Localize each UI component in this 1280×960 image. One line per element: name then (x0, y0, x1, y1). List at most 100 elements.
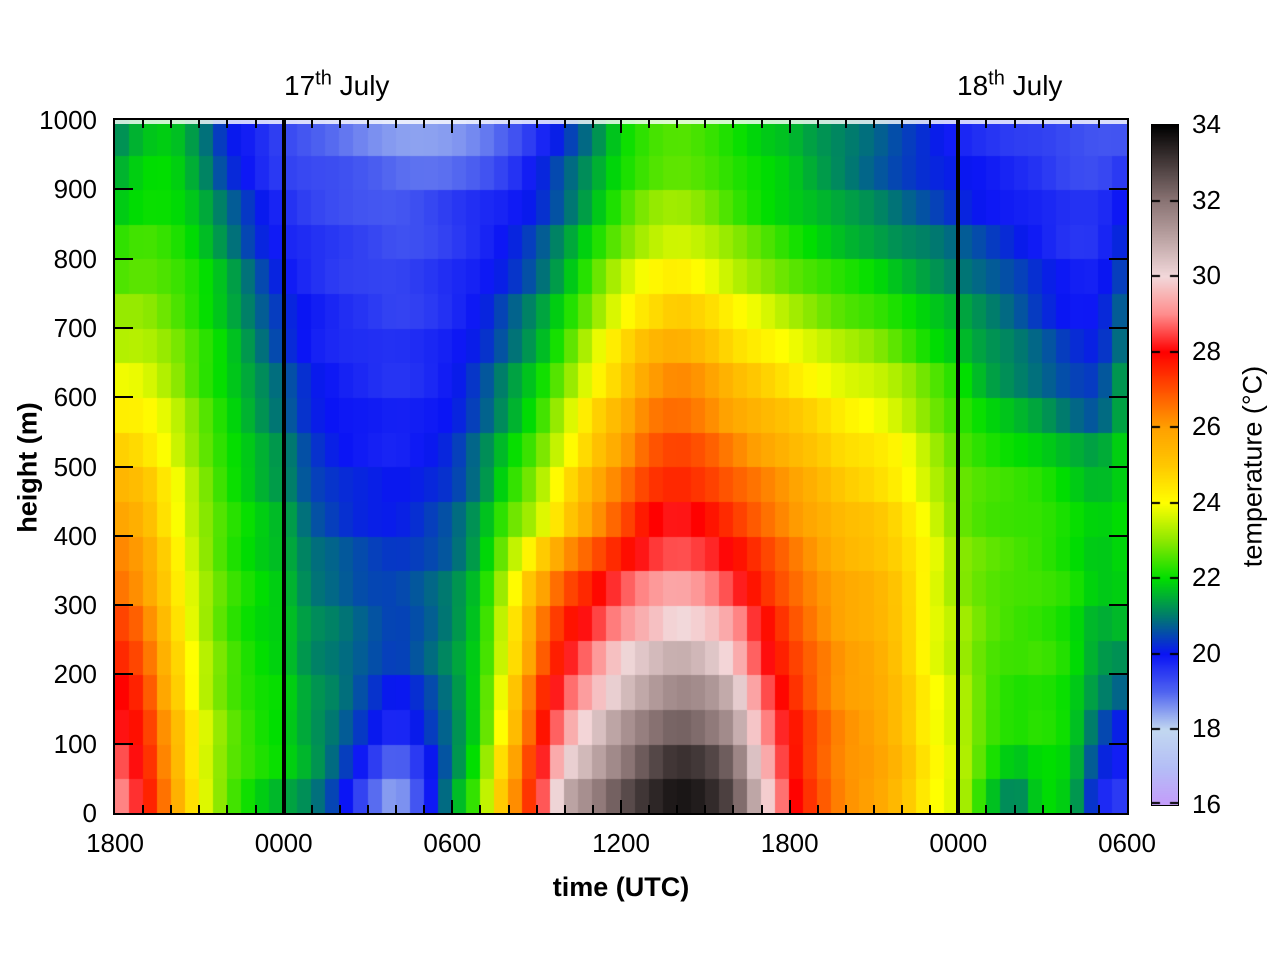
tick-mark (929, 805, 932, 813)
tick-mark (901, 120, 904, 128)
y-tick-label: 600 (53, 382, 97, 413)
day1-month: July (331, 70, 390, 101)
tick-mark (282, 800, 285, 813)
tick-mark (507, 120, 510, 128)
day2-number: 18 (957, 70, 989, 101)
day2-month: July (1004, 70, 1063, 101)
day2-annotation: 18th July (957, 67, 1063, 102)
y-tick-label: 500 (53, 451, 97, 482)
y-tick-label: 0 (82, 798, 97, 828)
tick-mark (676, 120, 679, 128)
x-axis-title: time (UTC) (552, 872, 690, 902)
tick-mark (142, 805, 145, 813)
y-tick-label: 100 (53, 728, 97, 759)
tick-mark (198, 805, 201, 813)
tick-mark (1109, 326, 1127, 329)
tick-mark (563, 120, 566, 128)
tick-mark (115, 465, 133, 468)
tick-mark (1041, 805, 1044, 813)
day1-ordinal: th (315, 67, 332, 90)
tick-mark (338, 120, 341, 128)
tick-mark (115, 326, 133, 329)
tick-mark (115, 604, 133, 607)
y-axis-title: height (m) (12, 402, 43, 533)
tick-mark (676, 805, 679, 813)
tick-mark (507, 805, 510, 813)
midnight-line-17july (281, 120, 286, 813)
tick-mark (254, 120, 257, 128)
tick-mark (1041, 120, 1044, 128)
x-tick-label: 1200 (592, 828, 650, 858)
tick-mark (535, 805, 538, 813)
tick-mark (115, 673, 133, 676)
heatmap-canvas (115, 120, 1127, 813)
tick-mark (1069, 805, 1072, 813)
tick-mark (760, 805, 763, 813)
colorbar-tick-label: 24 (1192, 486, 1221, 517)
tick-mark (310, 805, 313, 813)
colorbar-tick-label: 20 (1192, 637, 1221, 668)
tick-mark (1109, 742, 1127, 745)
tick-mark (591, 805, 594, 813)
tick-mark (620, 120, 622, 133)
tick-mark (873, 120, 875, 128)
tick-mark (760, 120, 763, 128)
tick-mark (985, 120, 988, 128)
colorbar-tick-label: 32 (1192, 184, 1221, 215)
colorbar (1151, 124, 1179, 806)
tick-mark (479, 120, 482, 128)
y-tick-label: 800 (53, 243, 97, 274)
tick-mark (338, 805, 341, 813)
tick-mark (226, 805, 229, 813)
day2-ordinal: th (988, 67, 1005, 90)
tick-mark (957, 800, 960, 813)
x-tick-label: 0000 (929, 828, 988, 858)
tick-mark (170, 805, 173, 813)
tick-mark (115, 534, 133, 537)
tick-mark (1109, 257, 1127, 260)
tick-mark (367, 805, 369, 813)
colorbar-tick-label: 22 (1192, 562, 1221, 593)
tick-mark (957, 120, 960, 133)
y-tick-label: 400 (53, 520, 97, 551)
tick-mark (1109, 188, 1127, 191)
tick-mark (788, 120, 791, 133)
y-tick-label: 900 (53, 174, 97, 205)
x-tick-label: 0600 (1098, 828, 1156, 858)
tick-mark (479, 805, 482, 813)
y-tick-label: 1000 (39, 105, 97, 135)
tick-mark (873, 805, 875, 813)
y-tick-label: 300 (53, 590, 97, 621)
tick-mark (844, 805, 847, 813)
tick-mark (563, 805, 566, 813)
tick-mark (816, 120, 819, 128)
tick-mark (451, 800, 454, 813)
tick-mark (591, 120, 594, 128)
colorbar-title: temperature (°C) (1237, 365, 1268, 568)
heatmap-plot-area (113, 118, 1129, 815)
tick-mark (1109, 534, 1127, 537)
tick-mark (170, 120, 173, 128)
tick-mark (198, 120, 201, 128)
colorbar-tick-label: 26 (1192, 411, 1221, 442)
tick-mark (1109, 604, 1127, 607)
colorbar-tick-label: 30 (1192, 260, 1221, 291)
tick-mark (648, 120, 651, 128)
tick-mark (1013, 805, 1016, 813)
tick-mark (929, 120, 932, 128)
tick-mark (395, 805, 398, 813)
tick-mark (985, 805, 988, 813)
y-tick-label: 700 (53, 312, 97, 343)
tick-mark (1109, 465, 1127, 468)
tick-mark (115, 257, 133, 260)
tick-mark (115, 188, 133, 191)
x-tick-label: 0000 (254, 828, 313, 858)
tick-mark (115, 396, 133, 399)
tick-mark (282, 120, 285, 133)
tick-mark (367, 120, 369, 128)
tick-mark (620, 800, 622, 813)
x-tick-label: 0600 (423, 828, 482, 858)
tick-mark (704, 120, 707, 128)
tick-mark (816, 805, 819, 813)
